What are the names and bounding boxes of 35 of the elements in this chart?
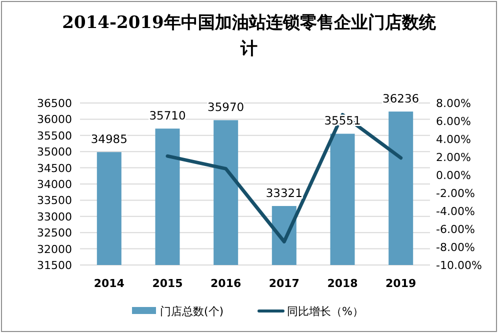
chart-title: 2014-2019年中国加油站连锁零售企业门店数统计 xyxy=(61,12,437,61)
x-tick-label: 2017 xyxy=(268,277,300,290)
data-label: 35710 xyxy=(149,108,186,123)
y2-tick-label: 2.00% xyxy=(436,151,471,164)
x-tick-label: 2018 xyxy=(327,277,358,290)
data-label: 34985 xyxy=(90,132,128,146)
y2-tick-label: -2.00% xyxy=(436,187,475,200)
y-tick-label: 36500 xyxy=(37,97,72,110)
legend-label: 同比增长（%） xyxy=(287,305,364,318)
y2-tick-label: -6.00% xyxy=(436,223,475,236)
y-tick-label: 31500 xyxy=(37,259,72,272)
x-tick-label: 2014 xyxy=(94,277,125,290)
x-tick-label: 2019 xyxy=(386,277,416,290)
y-tick-label: 33500 xyxy=(37,194,72,208)
x-tick-label: 2015 xyxy=(152,277,183,290)
x-tick-label: 2016 xyxy=(210,277,242,290)
data-label: 35970 xyxy=(208,100,244,114)
y2-tick-label: 4.00% xyxy=(436,133,471,146)
y2-tick-label: -10.00% xyxy=(436,259,482,272)
y2-tick-label: 0.00% xyxy=(436,169,471,182)
y2-tick-label: 8.00% xyxy=(436,97,471,110)
y-tick-label: 32000 xyxy=(37,242,72,256)
y-tick-label: 33000 xyxy=(37,210,72,224)
y2-tick-label: 6.00% xyxy=(436,115,471,128)
y-tick-label: 34000 xyxy=(37,178,72,191)
y2-tick-label: -8.00% xyxy=(436,241,475,254)
y-tick-label: 34500 xyxy=(37,162,72,175)
data-label: 36236 xyxy=(382,92,420,106)
y-tick-label: 35500 xyxy=(37,129,72,142)
y-tick-label: 35000 xyxy=(37,146,72,159)
y2-tick-label: -4.00% xyxy=(436,205,475,218)
legend-label: 门店总数(个) xyxy=(160,305,224,318)
y-tick-label: 36000 xyxy=(37,113,72,126)
data-label: 33321 xyxy=(266,186,302,200)
y-tick-label: 32500 xyxy=(37,226,72,240)
